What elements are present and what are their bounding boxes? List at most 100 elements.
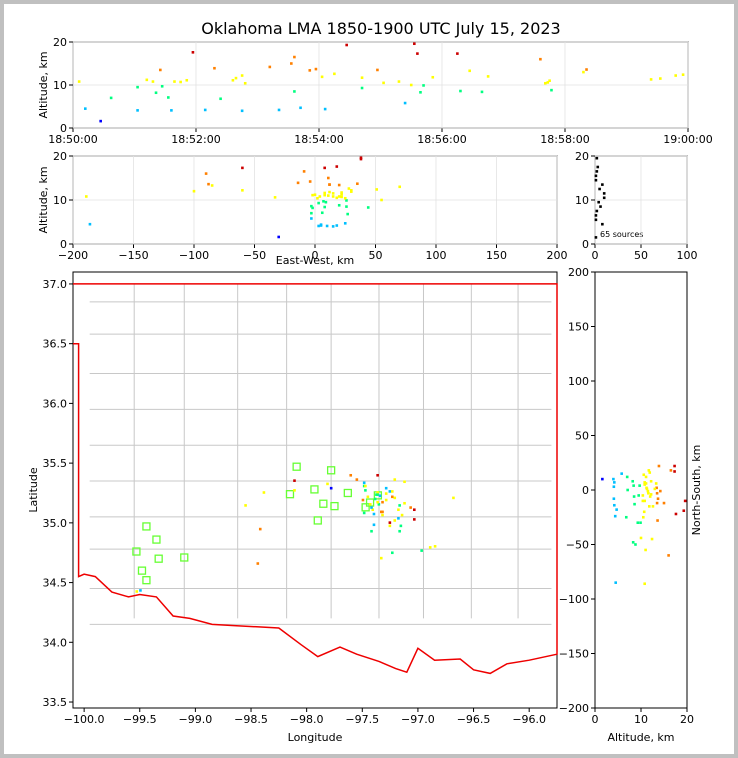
ns-height-point bbox=[643, 481, 646, 484]
plan-view-point bbox=[355, 478, 359, 481]
ns-height-point bbox=[654, 482, 658, 485]
plan-view-point bbox=[376, 493, 379, 496]
plan-view-point bbox=[398, 504, 401, 507]
ew-height-point bbox=[380, 198, 383, 202]
histogram-point bbox=[594, 178, 598, 182]
ew-height-tick-label-x: 50 bbox=[369, 249, 383, 262]
ns-height-point bbox=[624, 515, 628, 519]
time-height-point bbox=[234, 76, 238, 80]
ew-height-ylabel: Altitude, km bbox=[37, 166, 50, 233]
plan-view-point bbox=[329, 486, 333, 490]
time-height-point bbox=[219, 97, 222, 101]
ew-height-tick-label-y: 0 bbox=[60, 238, 67, 251]
time-height-point bbox=[99, 119, 102, 123]
ns-height-point bbox=[639, 536, 643, 540]
ew-height-point bbox=[398, 185, 401, 189]
ns-height-point bbox=[641, 494, 645, 497]
chart-title: Oklahoma LMA 1850-1900 UTC July 15, 2023 bbox=[201, 19, 560, 38]
ns-height-point bbox=[631, 479, 635, 483]
histogram-point bbox=[602, 192, 606, 195]
ns-height-point bbox=[650, 537, 654, 541]
ew-height-point bbox=[337, 203, 341, 207]
ew-height-tick-label-y: 20 bbox=[53, 150, 67, 163]
ew-height-point bbox=[317, 224, 320, 228]
ew-height-point bbox=[335, 196, 339, 200]
time-height-point bbox=[323, 107, 327, 111]
plan-view-point bbox=[368, 503, 372, 506]
histogram-point bbox=[595, 156, 599, 160]
plan-view-point bbox=[400, 513, 404, 517]
ew-height-point bbox=[323, 191, 326, 195]
histogram-point bbox=[596, 165, 600, 169]
ns-height-point bbox=[644, 548, 647, 552]
time-height-point bbox=[240, 109, 244, 113]
plan-view-point bbox=[244, 504, 247, 507]
ew-height-point bbox=[340, 191, 343, 194]
ew-height-tick-label-x: 150 bbox=[486, 249, 507, 262]
plan-view-point bbox=[326, 482, 329, 486]
time-height-point bbox=[674, 74, 677, 77]
time-height-point bbox=[397, 80, 401, 83]
plan-view-tick-label-x: −98.5 bbox=[234, 713, 268, 726]
ew-height-point bbox=[302, 170, 306, 173]
time-height-tick-label-x: 18:54:00 bbox=[294, 133, 343, 146]
time-height-point bbox=[299, 106, 302, 110]
time-height-point bbox=[422, 84, 425, 87]
ew-height-point bbox=[340, 192, 343, 196]
ew-height-panel: Altitude, km East-West, km −200 −150 −100 −… bbox=[37, 150, 568, 267]
time-height-tick-label-y: 20 bbox=[53, 36, 67, 49]
ew-height-point bbox=[210, 184, 214, 187]
plan-view-point bbox=[362, 481, 366, 485]
lma-station-marker bbox=[365, 498, 375, 507]
time-height-point bbox=[308, 69, 312, 72]
time-height-point bbox=[185, 78, 189, 82]
ew-height-point bbox=[350, 190, 353, 193]
ew-height-point bbox=[313, 193, 317, 197]
ns-height-tick-label-y: 150 bbox=[568, 321, 589, 334]
lma-station-marker bbox=[330, 501, 339, 511]
plan-view-point bbox=[373, 497, 377, 501]
plan-view-point bbox=[258, 527, 262, 531]
lma-station-marker bbox=[142, 576, 151, 585]
ew-height-point bbox=[345, 199, 348, 202]
time-height-point bbox=[159, 68, 162, 72]
ew-height-point bbox=[343, 196, 347, 200]
lma-station-marker bbox=[142, 522, 151, 531]
time-height-point bbox=[413, 42, 416, 46]
ns-height-tick-label-y: 0 bbox=[582, 484, 589, 497]
plan-view-tick-label-y: 35.5 bbox=[43, 457, 68, 470]
plan-view-xlabel: Longitude bbox=[288, 731, 343, 744]
ns-height-point bbox=[632, 495, 636, 498]
ew-height-tick-label-x: 200 bbox=[547, 249, 568, 262]
time-height-point bbox=[456, 52, 459, 55]
ns-height-point bbox=[643, 499, 646, 503]
ns-height-tick-label-y: 50 bbox=[575, 430, 589, 443]
time-height-point bbox=[293, 90, 296, 93]
ns-height-tick-label-y: 200 bbox=[568, 266, 589, 279]
ns-height-point bbox=[644, 482, 648, 485]
ns-height-tick-label-y: −50 bbox=[566, 539, 589, 552]
ns-height-tick-label-y: −150 bbox=[559, 648, 589, 661]
ew-height-point bbox=[347, 187, 351, 190]
ns-height-point bbox=[656, 519, 659, 522]
ew-height-point bbox=[325, 224, 329, 228]
histogram-point bbox=[595, 209, 599, 213]
lma-station-marker bbox=[152, 535, 161, 544]
ns-height-point bbox=[614, 581, 617, 584]
histogram-point bbox=[594, 174, 598, 178]
lma-station-marker bbox=[326, 466, 336, 475]
time-height-point bbox=[376, 68, 379, 72]
plan-view-point bbox=[135, 590, 139, 593]
plan-view-point bbox=[362, 511, 366, 515]
ns-height-point bbox=[648, 471, 652, 474]
time-height-point bbox=[419, 91, 422, 94]
ns-height-point bbox=[673, 464, 676, 468]
histogram-point bbox=[595, 170, 599, 173]
ns-height-point bbox=[634, 543, 637, 546]
time-height-point bbox=[268, 65, 272, 69]
ew-height-point bbox=[323, 166, 326, 170]
ew-height-tick-label-x: 0 bbox=[312, 249, 319, 262]
ew-height-point bbox=[346, 212, 349, 216]
